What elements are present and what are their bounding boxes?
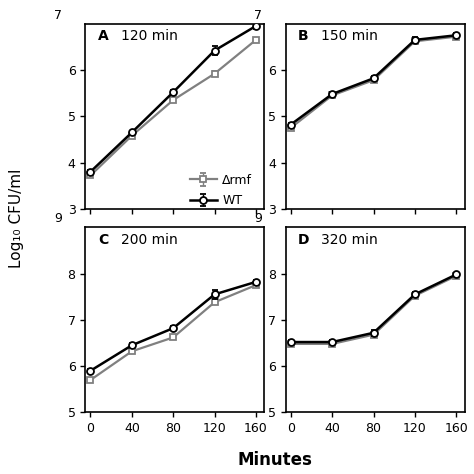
Text: 9: 9 xyxy=(255,212,263,226)
Text: 9: 9 xyxy=(54,212,62,226)
Text: 150 min: 150 min xyxy=(321,29,378,43)
Text: C: C xyxy=(98,233,108,247)
Text: 200 min: 200 min xyxy=(121,233,178,247)
Text: 120 min: 120 min xyxy=(121,29,178,43)
Text: 7: 7 xyxy=(54,9,62,22)
Text: Log₁₀ CFU/ml: Log₁₀ CFU/ml xyxy=(9,168,25,268)
Text: 320 min: 320 min xyxy=(321,233,378,247)
Legend: Δrmf, WT: Δrmf, WT xyxy=(184,169,257,212)
Text: Minutes: Minutes xyxy=(237,451,312,469)
Text: A: A xyxy=(98,29,109,43)
Text: B: B xyxy=(298,29,309,43)
Text: 7: 7 xyxy=(255,9,263,22)
Text: D: D xyxy=(298,233,310,247)
